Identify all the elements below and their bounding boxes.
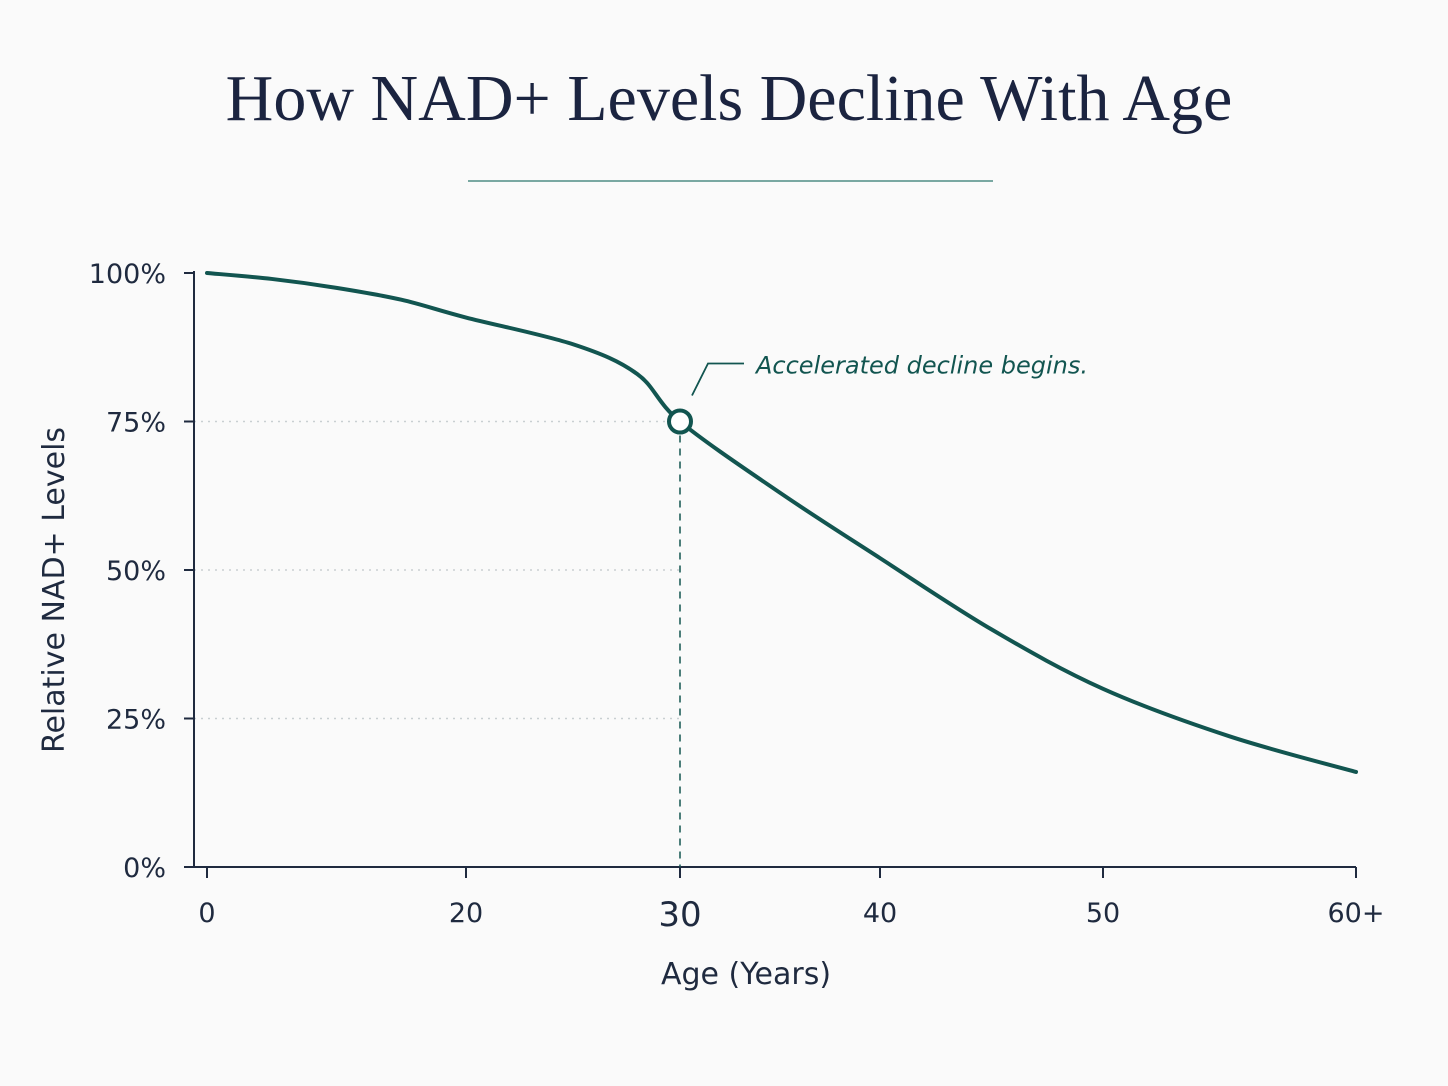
y-tick-label-50: 50% [106, 556, 166, 587]
highlight-point [667, 408, 693, 435]
x-tick-label-60: 60+ [1328, 898, 1385, 929]
y-tick-label-100: 100% [89, 259, 166, 290]
y-tick-label-75: 75% [106, 408, 166, 439]
y-tick-label-0: 0% [123, 853, 166, 884]
x-tick-label-20: 20 [449, 898, 483, 929]
y-tick-label-25: 25% [106, 705, 166, 736]
x-tick-label-30: 30 [658, 895, 701, 935]
x-tick-label-0: 0 [198, 898, 215, 929]
label-layer: 0% 25% 50% 75% 100% 0 20 30 40 50 60+ Accelerated d… [89, 259, 1385, 935]
axis-layer [184, 271, 1357, 878]
series-layer [205, 271, 1358, 867]
x-axis-title: Age (Years) [661, 957, 831, 992]
annotation-leader [691, 362, 744, 396]
x-tick-label-40: 40 [863, 898, 897, 929]
grid-layer [194, 420, 680, 720]
annotation-text: Accelerated decline begins. [754, 352, 1088, 380]
series-line [205, 271, 1358, 774]
y-axis-title: Relative NAD+ Levels [37, 427, 72, 753]
chart-title: How NAD+ Levels Decline With Age [226, 62, 1233, 135]
x-tick-label-50: 50 [1086, 898, 1120, 929]
